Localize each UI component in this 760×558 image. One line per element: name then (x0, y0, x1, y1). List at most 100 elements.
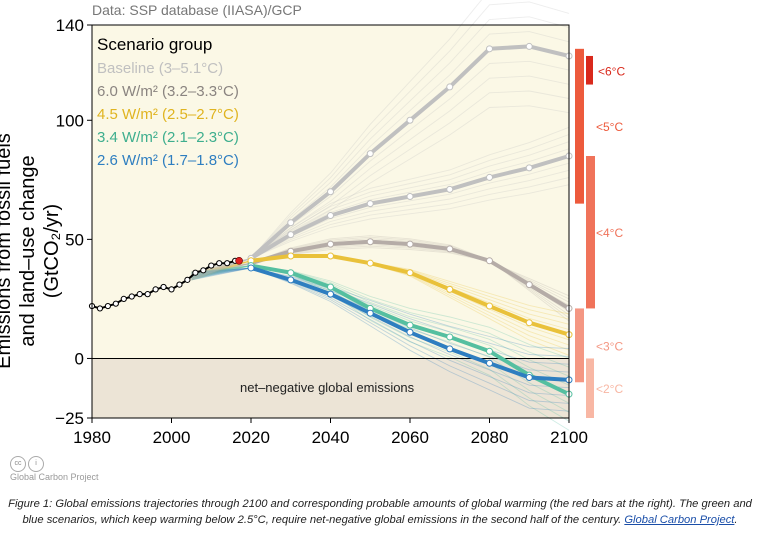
baseline-upper-line-point (446, 185, 454, 193)
net-negative-region (92, 358, 569, 418)
temperature-bar-0 (586, 55, 593, 85)
series-line-2-point (486, 302, 493, 310)
historical-point (200, 267, 207, 274)
series-line-3-point (446, 333, 454, 341)
historical-point (104, 302, 112, 310)
historical-point (128, 293, 135, 300)
x-tick-label: 2100 (550, 428, 588, 447)
y-tick-label: 100 (56, 111, 84, 130)
temperature-bar-label-0: <6°C (598, 64, 625, 78)
series-line-3-point (327, 283, 334, 291)
historical-series (88, 256, 243, 312)
temperature-bar-2 (586, 156, 595, 309)
legend-item-2-6: 2.6 W/m² (1.7–1.8°C) (97, 152, 239, 169)
credit-line: cc i Global Carbon Project (10, 456, 99, 482)
legend: Scenario group Baseline (3–5.1°C) 6.0 W/… (97, 33, 239, 172)
historical-point (216, 260, 223, 267)
baseline-upper-line-point (366, 200, 374, 208)
x-tick-label: 2060 (391, 428, 429, 447)
axes: 1980 2000 2020 2040 2060 2080 2100 140 100 50 0 −25 (55, 16, 588, 447)
historical-point (96, 305, 104, 312)
series-line-0-point (525, 42, 533, 50)
credit-text: Global Carbon Project (10, 472, 99, 482)
series-line-1-point (406, 240, 414, 248)
caption-link[interactable]: Global Carbon Project (624, 514, 735, 526)
x-tick-label: 2020 (232, 428, 270, 447)
series-line-0-point (406, 116, 414, 124)
temperature-bar-label-3: <3°C (596, 339, 623, 353)
data-source-note: Data: SSP database (IIASA)/GCP (92, 2, 302, 18)
legend-item-4-5: 4.5 W/m² (2.5–2.7°C) (97, 106, 239, 123)
figure-caption: Figure 1: Global emissions trajectories … (8, 498, 752, 526)
bundle-line (191, 0, 483, 273)
historical-point (160, 283, 167, 291)
series-line-0-point (287, 219, 295, 227)
series-line-4-point (287, 276, 295, 284)
historical-point (208, 262, 215, 269)
historical-point (144, 291, 151, 298)
series-line-4-point (327, 290, 334, 298)
series-line-0-point (327, 188, 334, 196)
attribution-icon: i (28, 456, 44, 472)
series-line-1-point (525, 281, 533, 289)
temperature-bar-label-4: <2°C (596, 382, 623, 396)
temperature-bar-label-2: <4°C (596, 226, 623, 240)
historical-point (136, 291, 143, 298)
baseline-upper-line-point (486, 173, 493, 181)
series-line-3-point (486, 347, 493, 355)
temperature-bar-label-1: <5°C (596, 120, 623, 134)
net-negative-label: net–negative global emissions (240, 380, 415, 395)
historical-point (224, 260, 231, 267)
x-tick-label: 2000 (153, 428, 191, 447)
baseline-upper-line-point (327, 212, 334, 220)
bundle-line (191, 177, 570, 280)
y-tick-label: 140 (56, 16, 84, 35)
x-tick-label: 1980 (73, 428, 111, 447)
y-tick-label: −25 (55, 409, 84, 428)
series-line-0-point (446, 83, 454, 91)
series-line-1-point (446, 245, 454, 253)
x-tick-label: 2080 (471, 428, 509, 447)
legend-item-6-0: 6.0 W/m² (3.2–3.3°C) (97, 83, 239, 100)
series-line-1-point (366, 238, 374, 246)
bundle-line (191, 1, 570, 274)
series-line-0-point (486, 45, 493, 53)
series-line-2-point (366, 259, 374, 267)
series-line-4-point (247, 264, 255, 272)
baseline-upper-line-point (287, 231, 295, 239)
series-line-2-point (406, 269, 414, 277)
y-tick-label: 50 (65, 230, 84, 249)
historical-point (112, 300, 119, 307)
series-line-2-point (446, 285, 454, 293)
series-line-0-point (366, 150, 374, 158)
series-line-1-point (486, 257, 493, 265)
series-line-4-point (406, 328, 414, 336)
series-line-4-point (486, 359, 493, 367)
legend-item-baseline: Baseline (3–5.1°C) (97, 60, 224, 77)
historical-endpoint (235, 256, 243, 265)
legend-title: Scenario group (97, 35, 213, 54)
series-line-4-point (366, 309, 374, 317)
historical-point (120, 295, 127, 303)
temperature-bar-1 (575, 48, 584, 204)
temperature-bars: <6°C <5°C <4°C <3°C <2°C (575, 48, 625, 418)
series-line-1-point (327, 240, 334, 248)
legend-item-3-4: 3.4 W/m² (2.1–2.3°C) (97, 129, 239, 146)
temperature-bar-4 (586, 358, 594, 418)
historical-point (168, 286, 175, 293)
historical-point (192, 269, 199, 276)
baseline-upper-line-point (525, 164, 533, 172)
historical-point (176, 281, 183, 288)
temperature-bar-3 (575, 308, 584, 383)
series-line-4-point (525, 374, 533, 382)
series-line-3-point (406, 321, 414, 329)
baseline-upper-line-point (406, 192, 414, 200)
historical-point (152, 286, 159, 293)
series-line-3-point (287, 269, 295, 277)
series-line-2-point (525, 319, 533, 327)
x-tick-label: 2040 (312, 428, 350, 447)
y-tick-label: 0 (75, 349, 84, 368)
series-line-4-point (446, 345, 454, 353)
series-line-2-point (327, 252, 334, 260)
